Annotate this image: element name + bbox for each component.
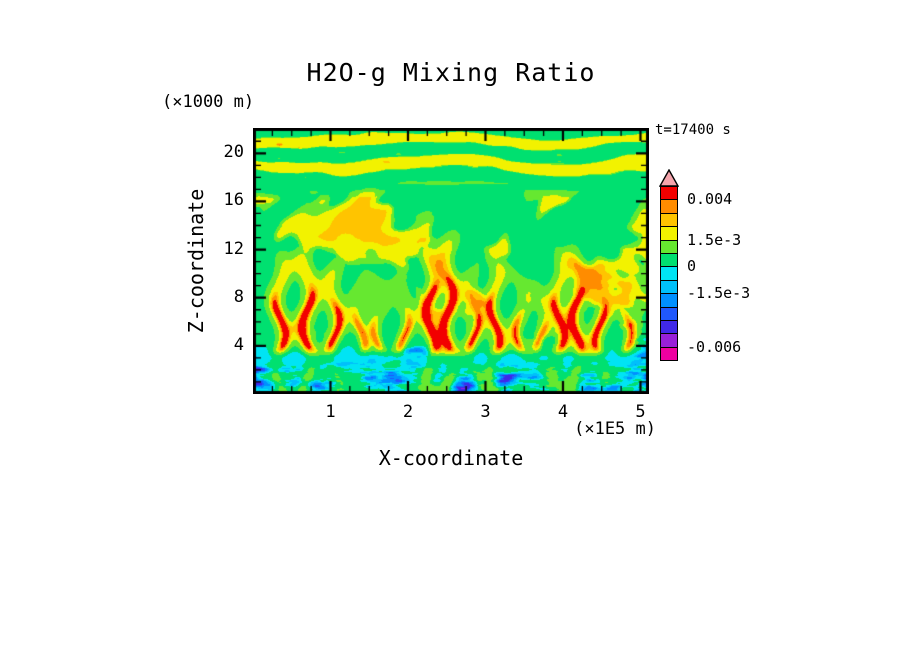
colorbar-segment [660,333,678,348]
x-axis-title: X-coordinate [378,446,524,470]
colorbar-tick-label: -0.006 [687,337,742,356]
colorbar-tick-label: -1.5e-3 [687,284,751,303]
y-tick-label: 16 [223,190,244,211]
x-tick-label: 1 [325,402,336,422]
contour-field-canvas [253,128,649,394]
colorbar-tick-label: 0 [687,257,697,276]
y-axis-unit-label: (×1000 m) [162,92,255,112]
y-tick-label: 8 [233,286,244,307]
chart-title: H2O-g Mixing Ratio [306,58,596,87]
colorbar-segment [660,346,678,362]
colorbar-segment [660,186,678,201]
colorbar: 0.004 1.5e-3 0 -1.5e-3 -0.006 [659,169,780,379]
x-tick-label: 4 [557,402,569,422]
colorbar-segment [660,266,678,281]
colorbar-segment [660,279,678,295]
x-tick-label: 5 [635,402,646,422]
colorbar-segment [660,212,678,228]
y-tick-label: 4 [233,334,244,355]
y-axis-title: Z-coordinate [184,188,208,334]
y-tick-label: 12 [223,238,244,259]
colorbar-segment [660,253,678,268]
colorbar-segment [660,239,678,254]
x-tick-label: 3 [480,402,491,422]
colorbar-segment [660,293,678,308]
x-tick-label: 2 [402,402,414,422]
colorbar-tick-label: 1.5e-3 [687,230,742,249]
x-axis-unit-label: (×1E5 m) [574,419,656,439]
colorbar-tick-label: 0.004 [687,190,733,209]
colorbar-overflow-arrow-icon [659,169,679,187]
time-label: t=17400 s [655,122,731,138]
colorbar-segment [660,306,678,321]
colorbar-segment [660,226,678,241]
colorbar-segment [660,320,678,335]
y-tick-label: 20 [223,142,244,163]
colorbar-segment [660,199,678,214]
